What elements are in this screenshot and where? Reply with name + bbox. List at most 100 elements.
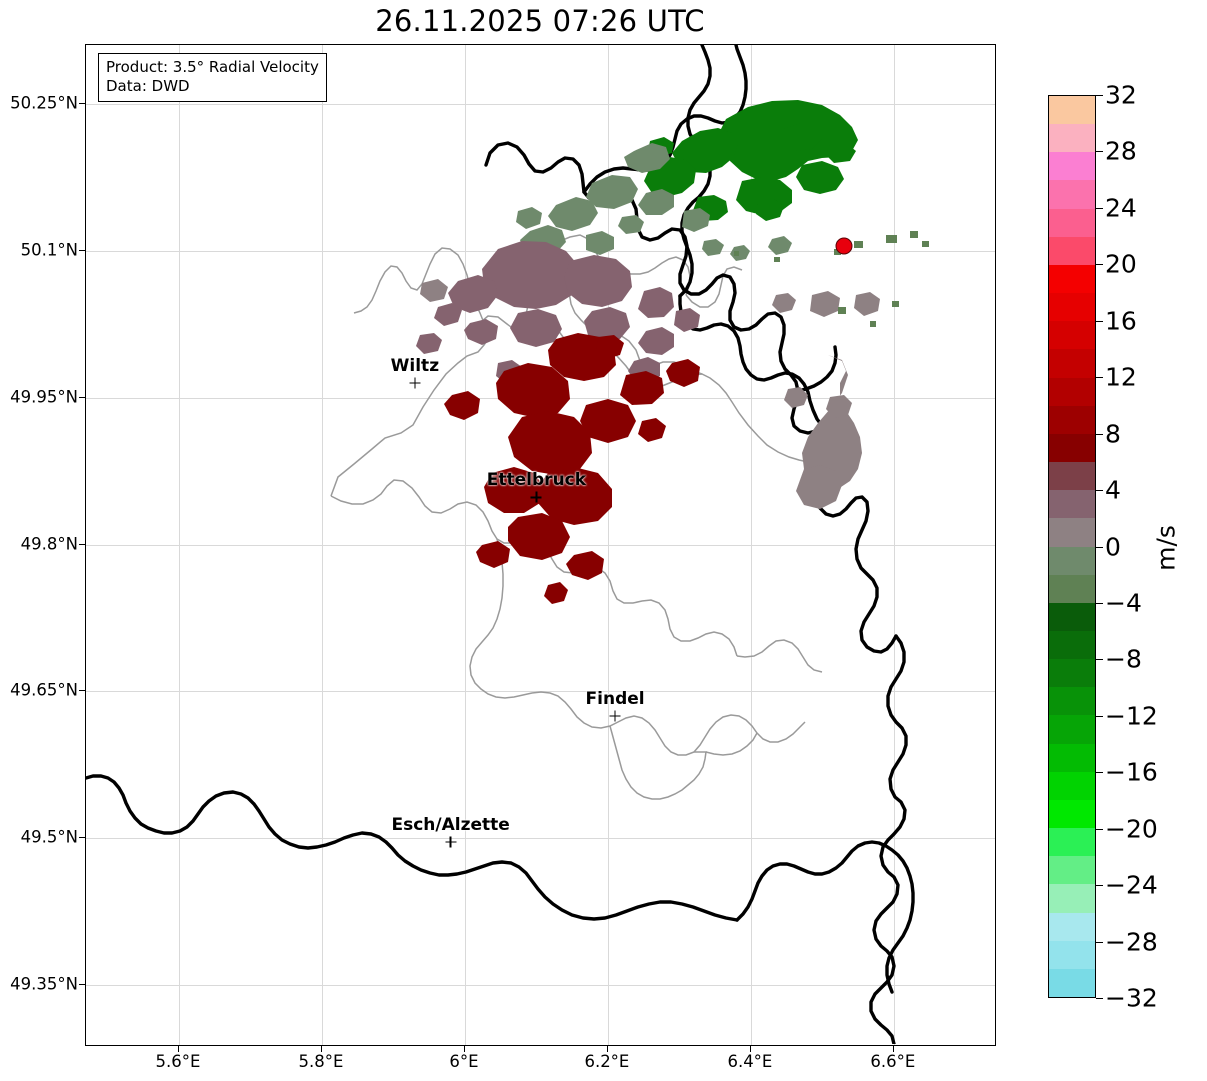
product-info-box: Product: 3.5° Radial Velocity Data: DWD xyxy=(98,53,327,103)
colorbar-tick-label: 24 xyxy=(1105,193,1137,223)
figure-title: 26.11.2025 07:26 UTC xyxy=(375,4,705,38)
colorbar-band xyxy=(1049,264,1095,294)
national-borders xyxy=(86,45,915,1044)
x-axis-tick xyxy=(749,1046,751,1052)
x-axis-tick-label: 6.4°E xyxy=(727,1052,773,1071)
y-axis-tick-label: 49.8°N xyxy=(20,534,78,553)
colorbar-tick-label: −20 xyxy=(1105,814,1158,844)
colorbar-tick-label: 28 xyxy=(1105,136,1137,166)
echo-grey-mauve xyxy=(420,279,880,509)
info-product-line: Product: 3.5° Radial Velocity xyxy=(106,58,319,76)
colorbar-band xyxy=(1049,828,1095,857)
colorbar-band xyxy=(1049,940,1095,969)
colorbar-band xyxy=(1049,433,1095,463)
colorbar-tick-label: −4 xyxy=(1105,588,1142,618)
x-axis-tick xyxy=(177,1046,179,1052)
colorbar-tick xyxy=(1096,264,1103,266)
x-axis-tick-label: 6.6°E xyxy=(870,1052,916,1071)
colorbar-tick-label: −24 xyxy=(1105,870,1158,900)
gridline-lon xyxy=(607,45,609,1045)
colorbar-band xyxy=(1049,124,1095,153)
x-axis-tick-label: 6.2°E xyxy=(584,1052,630,1071)
colorbar-tick-label: −16 xyxy=(1105,757,1158,787)
colorbar-band xyxy=(1049,771,1095,800)
y-axis-tick-label: 49.95°N xyxy=(10,387,78,407)
colorbar-band xyxy=(1049,968,1095,997)
colorbar-tick xyxy=(1096,885,1103,887)
colorbar-tick xyxy=(1096,95,1103,96)
x-axis-tick-label: 5.8°E xyxy=(298,1052,344,1071)
y-axis-tick-label: 49.65°N xyxy=(10,680,78,700)
colorbar-tick xyxy=(1096,546,1103,548)
y-axis-tick xyxy=(79,249,85,251)
colorbar-band xyxy=(1049,856,1095,885)
gridline-lat xyxy=(86,103,995,105)
x-axis-tick-label: 6°E xyxy=(449,1052,479,1071)
colorbar-band xyxy=(1049,912,1095,941)
colorbar-tick xyxy=(1096,151,1103,153)
colorbar-band xyxy=(1049,293,1095,322)
colorbar-tick xyxy=(1096,207,1103,209)
city-marker-ettelbruck xyxy=(530,491,542,503)
colorbar-tick-label: 4 xyxy=(1105,475,1121,505)
colorbar-tick-label: 20 xyxy=(1105,249,1137,279)
colorbar-tick-label: 32 xyxy=(1105,80,1137,110)
y-axis-tick xyxy=(79,396,85,398)
city-marker-wiltz xyxy=(409,377,421,389)
colorbar-band xyxy=(1049,715,1095,744)
colorbar-band xyxy=(1049,405,1095,434)
colorbar-tick-label: 16 xyxy=(1105,306,1137,336)
colorbar-tick-label: 12 xyxy=(1105,362,1137,392)
y-axis-tick xyxy=(79,102,85,104)
y-axis-tick-label: 49.5°N xyxy=(20,827,78,847)
colorbar-unit-label: m/s xyxy=(1151,525,1181,571)
city-label-findel: Findel xyxy=(585,688,645,709)
colorbar-tick xyxy=(1096,659,1103,661)
colorbar-band xyxy=(1049,96,1095,125)
y-axis-tick-label: 50.1°N xyxy=(20,240,78,260)
radar-echo-field xyxy=(416,100,929,604)
x-axis-tick xyxy=(463,1046,465,1052)
x-axis-tick xyxy=(606,1046,608,1052)
city-label-esch-alzette: Esch/Alzette xyxy=(391,815,510,836)
colorbar-band xyxy=(1049,490,1095,519)
colorbar-tick xyxy=(1096,772,1103,774)
gridline-lat xyxy=(86,985,995,987)
gridline-lon xyxy=(893,45,895,1045)
colorbar-tick xyxy=(1096,320,1103,322)
city-label-wiltz: Wiltz xyxy=(390,355,440,376)
echo-green-strong xyxy=(644,100,858,221)
colorbar-band xyxy=(1049,377,1095,406)
gridline-lon xyxy=(321,45,323,1045)
radar-site-marker[interactable] xyxy=(835,237,853,255)
colorbar-tick xyxy=(1096,828,1103,830)
colorbar-band xyxy=(1049,602,1095,631)
gridline-lat xyxy=(86,838,995,840)
colorbar-band xyxy=(1049,743,1095,772)
colorbar-tick-label: −12 xyxy=(1105,701,1158,731)
colorbar-tick xyxy=(1096,377,1103,379)
colorbar-tick xyxy=(1096,602,1103,604)
echo-dark-red-strong xyxy=(444,333,700,604)
colorbar-tick-label: −28 xyxy=(1105,927,1158,957)
gridline-lon xyxy=(464,45,466,1045)
y-axis-tick xyxy=(79,984,85,986)
city-label-ettelbruck: Ettelbruck xyxy=(486,470,587,491)
colorbar-band xyxy=(1049,884,1095,913)
y-axis-tick-label: 50.25°N xyxy=(10,93,78,113)
info-data-line: Data: DWD xyxy=(106,77,190,96)
y-axis-tick xyxy=(79,543,85,545)
colorbar-band xyxy=(1049,574,1095,603)
x-axis-tick-label: 5.6°E xyxy=(155,1052,201,1071)
colorbar-tick-label: 0 xyxy=(1105,532,1121,561)
colorbar-tick xyxy=(1096,998,1103,999)
map-plot-area[interactable]: Product: 3.5° Radial Velocity Data: DWD … xyxy=(85,44,996,1046)
colorbar-band xyxy=(1049,630,1095,660)
colorbar-tick xyxy=(1096,941,1103,943)
colorbar-band xyxy=(1049,152,1095,181)
colorbar-band xyxy=(1049,208,1095,237)
colorbar-band xyxy=(1049,687,1095,716)
colorbar-tick xyxy=(1096,490,1103,492)
colorbar[interactable] xyxy=(1048,95,1096,998)
